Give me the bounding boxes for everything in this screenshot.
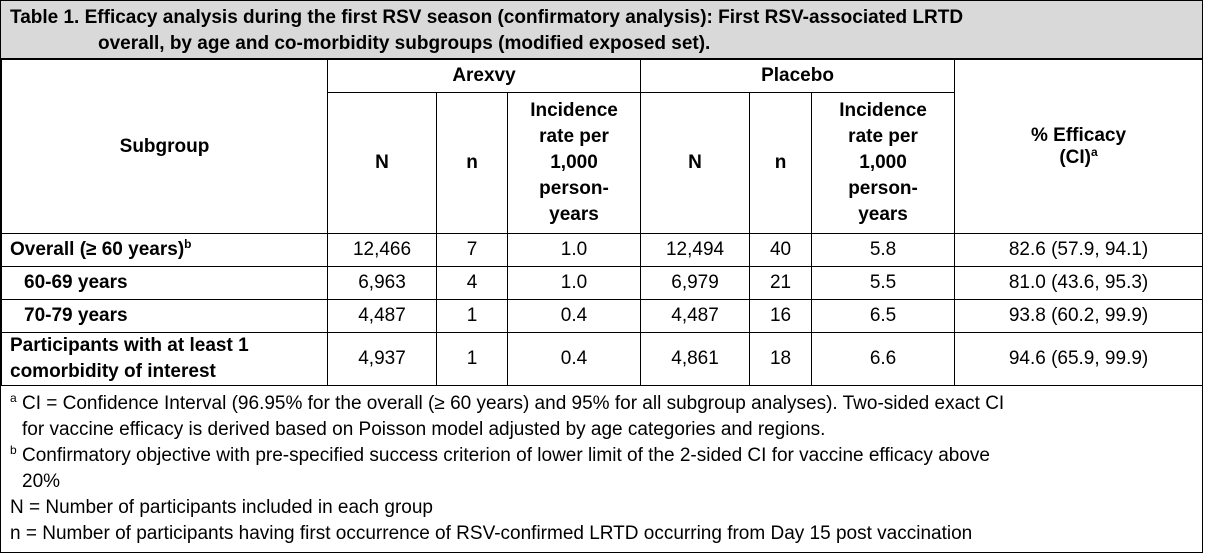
footnote-b-text-2: 20% (22, 471, 61, 492)
footnote-a: a CI = Confidence Interval (96.95% for t… (10, 391, 1202, 443)
incidence-line: person- (539, 178, 609, 199)
footnote-a-text-2: for vaccine efficacy is derived based on… (22, 419, 826, 440)
placebo-n: 18 (749, 332, 813, 386)
caption-line-1: Table 1. Efficacy analysis during the fi… (10, 7, 964, 28)
footnote-b: b Confirmatory objective with pre-specif… (10, 443, 1202, 495)
placebo-n: 40 (749, 233, 813, 267)
placebo-n: 16 (749, 299, 813, 333)
placebo-rate: 6.6 (811, 332, 956, 386)
efficacy-ci: 81.0 (43.6, 95.3) (954, 266, 1204, 300)
incidence-line: rate per (848, 126, 918, 147)
header-placebo-N: N (640, 92, 751, 234)
incidence-line: 1,000 (550, 152, 598, 173)
efficacy-table: Subgroup Arexvy Placebo % Efficacy (CI)a… (1, 59, 1204, 386)
incidence-line: rate per (539, 126, 609, 147)
arexvy-rate: 0.4 (506, 332, 642, 386)
footnote-mark: b (184, 237, 192, 251)
table-footnotes: a CI = Confidence Interval (96.95% for t… (1, 391, 1202, 547)
table-row: Overall (≥ 60 years)b 12,466 7 1.0 12,49… (1, 233, 1204, 267)
incidence-line: 1,000 (859, 152, 907, 173)
incidence-line: years (549, 204, 599, 225)
arexvy-N: 6,963 (327, 266, 437, 300)
row-subgroup: 70-79 years (1, 299, 328, 333)
header-arexvy-N: N (327, 92, 437, 234)
header-efficacy: % Efficacy (CI)a (954, 59, 1204, 234)
arexvy-rate: 1.0 (506, 266, 642, 300)
incidence-line: Incidence (839, 100, 927, 121)
arexvy-N: 4,487 (327, 299, 437, 333)
placebo-N: 6,979 (640, 266, 751, 300)
efficacy-ci: 82.6 (57.9, 94.1) (954, 233, 1204, 267)
header-placebo-incidence: Incidence rate per 1,000 person- years (811, 92, 956, 234)
table-caption: Table 1. Efficacy analysis during the fi… (1, 1, 1202, 59)
header-arexvy: Arexvy (326, 59, 642, 93)
incidence-line: Incidence (530, 100, 618, 121)
caption-line-2: overall, by age and co-morbidity subgrou… (98, 33, 711, 54)
arexvy-n: 1 (436, 299, 508, 333)
definition-N: N = Number of participants included in e… (10, 497, 433, 518)
definition-n: n = Number of participants having first … (10, 523, 973, 544)
table-row: Participants with at least 1 comorbidity… (1, 332, 1204, 386)
header-efficacy-footnote-mark: a (1091, 144, 1098, 159)
incidence-line: person- (848, 178, 918, 199)
placebo-rate: 5.5 (811, 266, 956, 300)
row-subgroup: 60-69 years (1, 266, 328, 300)
header-efficacy-label: % Efficacy (1031, 124, 1127, 146)
row-subgroup: Participants with at least 1 comorbidity… (1, 332, 328, 386)
row-subgroup: Overall (≥ 60 years)b (1, 233, 328, 267)
subgroup-label-line-2: comorbidity of interest (10, 361, 216, 382)
footnote-b-mark: b (10, 443, 17, 457)
header-placebo-n: n (749, 92, 813, 234)
footnote-a-mark: a (10, 391, 17, 405)
table-row: 60-69 years 6,963 4 1.0 6,979 21 5.5 81.… (1, 266, 1204, 300)
efficacy-ci: 93.8 (60.2, 99.9) (954, 299, 1204, 333)
footnote-b-text-1: Confirmatory objective with pre-specifie… (21, 445, 990, 466)
placebo-rate: 6.5 (811, 299, 956, 333)
header-arexvy-incidence: Incidence rate per 1,000 person- years (506, 92, 642, 234)
subgroup-label-line-1: Participants with at least 1 (10, 335, 249, 356)
header-arexvy-n: n (436, 92, 508, 234)
incidence-line: years (858, 204, 908, 225)
arexvy-N: 4,937 (327, 332, 437, 386)
arexvy-n: 1 (436, 332, 508, 386)
arexvy-rate: 0.4 (506, 299, 642, 333)
arexvy-N: 12,466 (327, 233, 437, 267)
header-placebo: Placebo (640, 59, 956, 93)
subgroup-label: Overall (≥ 60 years) (10, 239, 185, 260)
footnote-a-text-1: CI = Confidence Interval (96.95% for the… (21, 393, 1005, 414)
efficacy-ci: 94.6 (65.9, 99.9) (954, 332, 1204, 386)
placebo-N: 4,861 (640, 332, 751, 386)
placebo-N: 12,494 (640, 233, 751, 267)
arexvy-n: 7 (436, 233, 508, 267)
placebo-N: 4,487 (640, 299, 751, 333)
placebo-n: 21 (749, 266, 813, 300)
table-row: 70-79 years 4,487 1 0.4 4,487 16 6.5 93.… (1, 299, 1204, 333)
arexvy-rate: 1.0 (506, 233, 642, 267)
header-subgroup: Subgroup (1, 59, 328, 234)
placebo-rate: 5.8 (811, 233, 956, 267)
arexvy-n: 4 (436, 266, 508, 300)
header-efficacy-ci: (CI) (1059, 146, 1092, 168)
